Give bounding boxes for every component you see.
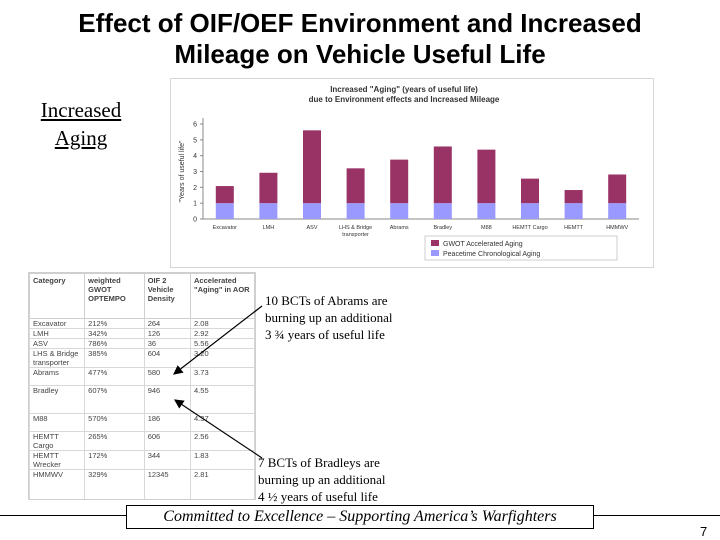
bradley-note-line-2: burning up an additional [258, 472, 386, 487]
y-axis-label: "Years of useful life" [179, 140, 186, 202]
category-table: Category weighted GWOT OPTEMPO OIF 2 Vehic… [29, 273, 255, 499]
table-header-cell: weighted GWOT OPTEMPO [84, 273, 145, 319]
y-tick-label: 1 [193, 201, 197, 208]
bar-peacetime [477, 203, 496, 219]
side-label-line-1: Increased [40, 98, 122, 122]
bar-peacetime [608, 203, 627, 219]
bar-gwot [303, 130, 321, 204]
x-tick-label: Abrams [390, 225, 409, 231]
table-row: HEMTT Cargo 265% 606 2.56 [29, 431, 255, 451]
legend-label: Peacetime Chronological Aging [443, 251, 540, 258]
title-line-1: Effect of OIF/OEF Environment and Increa… [78, 8, 642, 38]
bar-peacetime [521, 203, 539, 219]
y-tick-label: 2 [193, 185, 197, 192]
abrams-note-line-3: 3 ¾ years of useful life [265, 327, 385, 342]
bar-peacetime [564, 203, 583, 219]
table-row: HEMTT Wrecker 172% 344 1.83 [29, 450, 255, 470]
x-tick-label: transporter [342, 232, 369, 238]
aging-chart-svg: Increased "Aging" (years of useful life)… [179, 85, 639, 261]
bar-gwot [259, 172, 278, 204]
footer-banner: Committed to Excellence – Supporting Ame… [126, 505, 594, 529]
x-tick-label: HMMWV [606, 225, 628, 231]
x-tick-label: HEMTT [564, 225, 584, 231]
y-tick-label: 6 [193, 122, 197, 129]
bradley-note-line-1: 7 BCTs of Bradleys are [258, 455, 380, 470]
legend-swatch [431, 240, 439, 246]
bar-peacetime [259, 203, 278, 219]
bar-gwot [608, 174, 627, 204]
chart-title-line-2: due to Environment effects and Increased… [309, 95, 500, 104]
y-tick-label: 5 [193, 137, 197, 144]
table-cell: 4.55 [190, 385, 255, 414]
table-row: ASV 786% 36 5.56 [29, 338, 255, 349]
x-tick-label: M88 [481, 225, 492, 231]
table-row: HMMWV 329% 12345 2.81 [29, 469, 255, 499]
bradley-note-line-3: 4 ½ years of useful life [258, 489, 378, 504]
x-tick-label: LHS & Bridge [339, 225, 372, 231]
y-tick-label: 0 [193, 217, 197, 224]
x-tick-label: Excavator [213, 225, 238, 231]
bar-peacetime [346, 203, 365, 219]
abrams-note-line-2: burning up an additional [265, 310, 393, 325]
y-tick-label: 3 [193, 169, 197, 176]
y-tick-label: 4 [193, 153, 197, 160]
chart-title-line-1: Increased "Aging" (years of useful life) [330, 85, 478, 94]
bar-peacetime [303, 203, 321, 219]
x-tick-label: Bradley [433, 225, 452, 231]
bar-gwot [433, 146, 452, 204]
bar-peacetime [433, 203, 452, 219]
table-cell: HMMWV [29, 469, 86, 499]
bar-gwot [390, 159, 409, 204]
bradley-note: 7 BCTs of Bradleys are burning up an add… [258, 454, 385, 505]
table-header-cell: Category [29, 273, 86, 319]
side-label: Increased Aging [26, 96, 136, 152]
category-table-container: Category weighted GWOT OPTEMPO OIF 2 Vehic… [28, 272, 256, 500]
table-cell: LHS & Bridge transporter [29, 348, 86, 368]
table-cell: 329% [84, 469, 145, 499]
x-tick-label: ASV [306, 225, 317, 231]
side-label-line-2: Aging [54, 126, 108, 150]
title-line-2: Mileage on Vehicle Useful Life [174, 39, 546, 69]
bradley-arrow [174, 399, 263, 459]
table-cell: 12345 [143, 469, 192, 499]
bar-gwot [521, 178, 539, 204]
bar-gwot [346, 168, 365, 204]
x-tick-label: LMH [263, 225, 275, 231]
table-header-cell: OIF 2 Vehicle Density [143, 273, 192, 319]
table-row: M88 570% 186 4.37 [29, 413, 255, 432]
legend-box [424, 235, 618, 261]
bar-peacetime [215, 203, 234, 219]
bar-gwot [564, 190, 583, 204]
table-header-row: Category weighted GWOT OPTEMPO OIF 2 Vehic… [29, 273, 255, 319]
aging-chart: Increased "Aging" (years of useful life)… [170, 78, 654, 268]
abrams-note-line-1: 10 BCTs of Abrams are [265, 293, 388, 308]
abrams-arrow [173, 305, 263, 375]
abrams-note: 10 BCTs of Abrams are burning up an addi… [265, 292, 392, 343]
bar-gwot [477, 149, 496, 204]
bar-peacetime [390, 203, 409, 219]
slide-title: Effect of OIF/OEF Environment and Increa… [0, 8, 720, 70]
bar-gwot [215, 186, 234, 204]
table-body: Excavator 212% 264 2.08 LMH 342% 126 2.92 ASV 786… [29, 318, 255, 499]
x-tick-label: HEMTT Cargo [512, 225, 547, 231]
page-number: 7 [700, 524, 708, 539]
legend-swatch [431, 250, 439, 256]
legend-label: GWOT Accelerated Aging [443, 241, 523, 248]
table-cell: 2.81 [190, 469, 255, 499]
